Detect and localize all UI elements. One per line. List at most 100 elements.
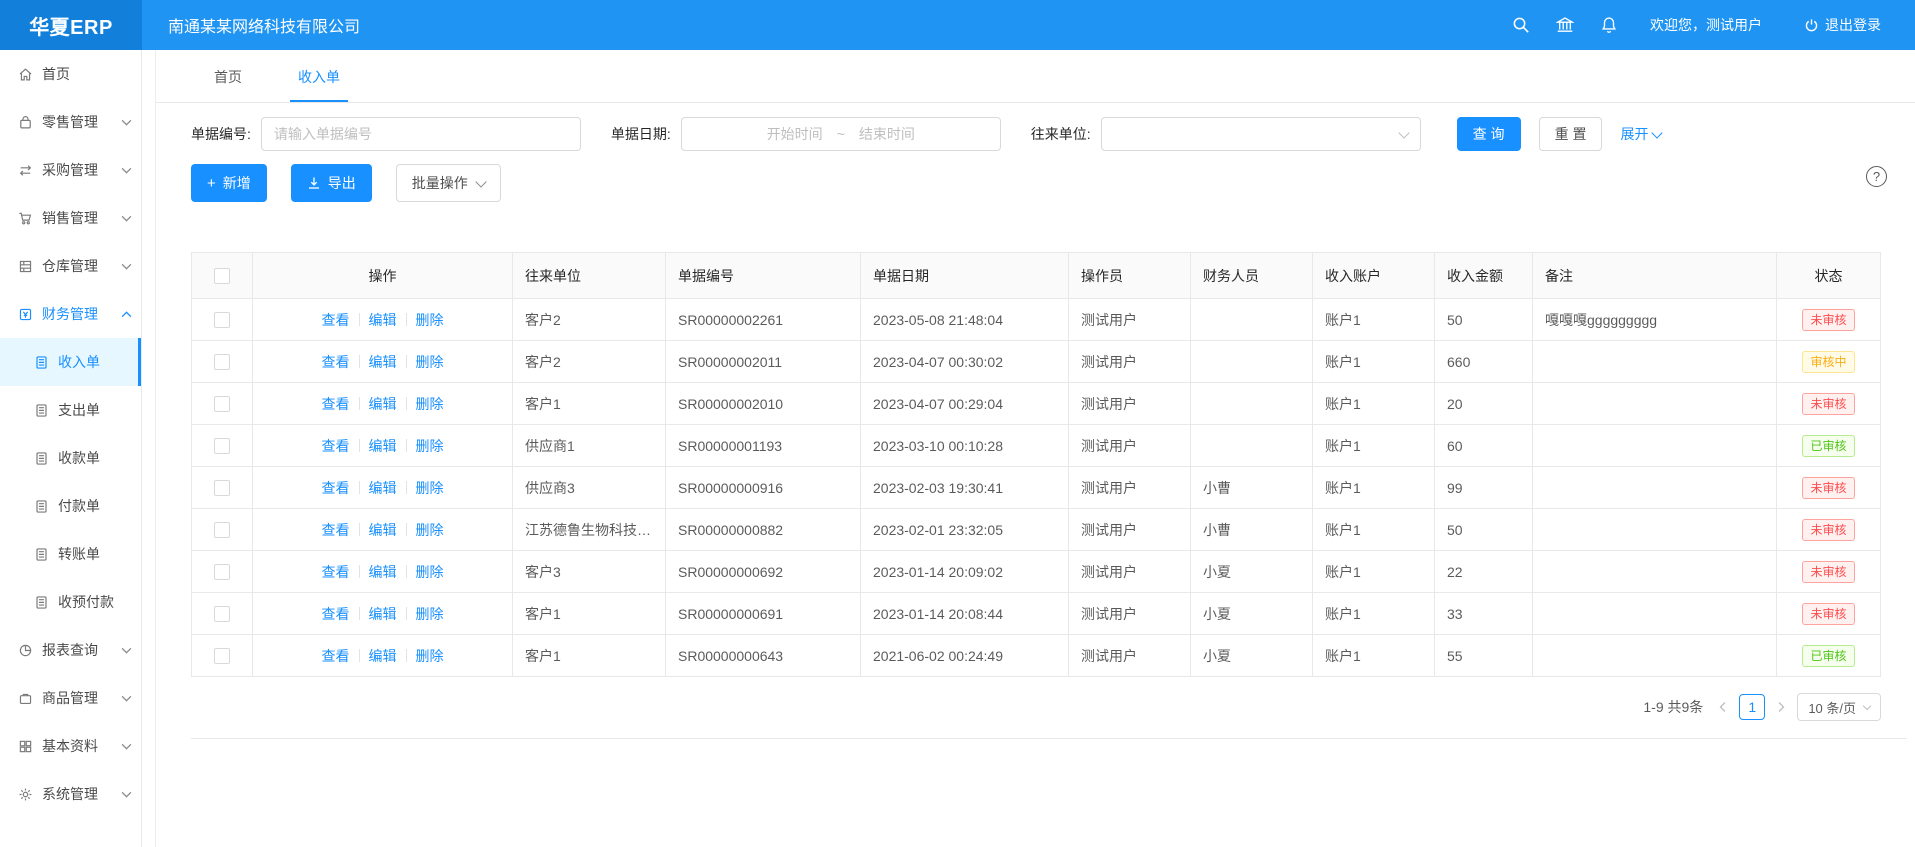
sidebar-item-goods[interactable]: 商品管理 [0,674,141,722]
row-checkbox[interactable] [214,480,230,497]
table-row: 查看 编辑 删除 客户1 SR00000000691 2023-01-14 20:08:4… [191,592,1881,635]
row-checkbox[interactable] [214,312,230,329]
menu-label: 零售管理 [42,114,98,130]
sidebar-item-sales[interactable]: 销售管理 [0,194,141,242]
search-icon[interactable] [1512,16,1530,34]
pagination: 1-9 共9条 1 10 条/页 [191,693,1881,721]
cell-partner: 客户1 [512,592,666,635]
row-checkbox[interactable] [214,396,230,413]
edit-link[interactable]: 编辑 [368,605,397,622]
cell-account: 账户1 [1312,508,1435,551]
edit-link[interactable]: 编辑 [368,437,397,454]
delete-link[interactable]: 删除 [415,353,444,370]
add-button[interactable]: + 新增 [191,164,267,202]
batch-actions-button[interactable]: 批量操作 [395,164,501,202]
cell-partner: 客户3 [512,550,666,593]
delete-link[interactable]: 删除 [415,437,444,454]
view-link[interactable]: 查看 [321,563,350,580]
cell-finance-staff: 小夏 [1190,550,1313,593]
edit-link[interactable]: 编辑 [368,311,397,328]
cell-finance-staff: 小夏 [1190,634,1313,677]
sidebar-subitem-payment-bill[interactable]: 付款单 [0,482,141,530]
cell-actions: 查看 编辑 删除 [252,592,513,635]
delete-link[interactable]: 删除 [415,311,444,328]
sidebar-subitem-income-bill[interactable]: 收入单 [0,338,141,386]
delete-link[interactable]: 删除 [415,521,444,538]
topbar-actions: 欢迎您，测试用户 退出登录 [1512,15,1915,35]
cell-bill-no: SR00000000691 [665,592,861,635]
view-link[interactable]: 查看 [321,437,350,454]
row-checkbox[interactable] [214,564,230,581]
cell-status: 未审核 [1776,508,1881,551]
sidebar-item-purchase[interactable]: 采购管理 [0,146,141,194]
cell-remark [1532,424,1777,467]
view-link[interactable]: 查看 [321,311,350,328]
sidebar-subitem-advance-payment[interactable]: 收预付款 [0,578,141,626]
export-button[interactable]: 导出 [290,164,372,202]
bill-no-label: 单据编号: [191,126,251,142]
column-header-6: 收入账户 [1312,252,1435,299]
sidebar-item-finance[interactable]: 财务管理 [0,290,141,338]
cell-operator: 测试用户 [1068,424,1191,467]
sidebar-item-home[interactable]: 首页 [0,50,141,98]
view-link[interactable]: 查看 [321,395,350,412]
search-button[interactable]: 查 询 [1456,117,1521,151]
delete-link[interactable]: 删除 [415,563,444,580]
prev-page-button[interactable] [1717,701,1729,713]
bill-no-input[interactable] [260,117,581,151]
reset-button[interactable]: 重 置 [1538,117,1603,151]
row-checkbox[interactable] [214,648,230,665]
edit-link[interactable]: 编辑 [368,353,397,370]
platform-icon[interactable] [1556,16,1574,34]
sidebar-subitem-expense-bill[interactable]: 支出单 [0,386,141,434]
delete-link[interactable]: 删除 [415,395,444,412]
expand-label: 展开 [1620,126,1649,142]
logout-button[interactable]: 退出登录 [1804,15,1881,35]
sidebar-subitem-transfer-bill[interactable]: 转账单 [0,530,141,578]
next-page-button[interactable] [1775,701,1787,713]
sidebar-item-basic-data[interactable]: 基本资料 [0,722,141,770]
action-separator [358,397,360,410]
row-checkbox[interactable] [214,522,230,539]
view-link[interactable]: 查看 [321,353,350,370]
view-link[interactable]: 查看 [321,479,350,496]
view-link[interactable]: 查看 [321,647,350,664]
sidebar-item-retail[interactable]: 零售管理 [0,98,141,146]
row-checkbox[interactable] [214,354,230,371]
edit-link[interactable]: 编辑 [368,395,397,412]
delete-link[interactable]: 删除 [415,479,444,496]
sidebar-item-system[interactable]: 系统管理 [0,770,141,818]
edit-link[interactable]: 编辑 [368,563,397,580]
delete-link[interactable]: 删除 [415,605,444,622]
cell-bill-no: SR00000000643 [665,634,861,677]
date-range-picker[interactable]: 开始时间 ~ 结束时间 [680,117,1001,151]
edit-link[interactable]: 编辑 [368,479,397,496]
select-all-checkbox[interactable] [214,268,230,285]
edit-link[interactable]: 编辑 [368,647,397,664]
tab-home[interactable]: 首页 [214,69,242,85]
sidebar-item-report[interactable]: 报表查询 [0,626,141,674]
delete-link[interactable]: 删除 [415,647,444,664]
bell-icon[interactable] [1600,16,1618,34]
document-icon [34,499,49,514]
row-checkbox[interactable] [214,606,230,623]
cell-operator: 测试用户 [1068,466,1191,509]
action-separator [358,565,360,578]
page-size-select[interactable]: 10 条/页 [1797,693,1881,721]
row-checkbox[interactable] [214,438,230,455]
cell-bill-no: SR00000000882 [665,508,861,551]
sidebar-item-warehouse[interactable]: 仓库管理 [0,242,141,290]
column-header-0: 操作 [252,252,513,299]
action-separator [405,649,407,662]
current-page-button[interactable]: 1 [1739,694,1766,720]
edit-link[interactable]: 编辑 [368,521,397,538]
menu-label: 仓库管理 [42,258,98,274]
view-link[interactable]: 查看 [321,521,350,538]
partner-select[interactable] [1100,117,1421,151]
tab-income-bill[interactable]: 收入单 [290,53,348,102]
expand-link[interactable]: 展开 [1620,124,1664,144]
sidebar-subitem-receipt-bill[interactable]: 收款单 [0,434,141,482]
help-icon[interactable]: ? [1866,166,1887,187]
view-link[interactable]: 查看 [321,605,350,622]
